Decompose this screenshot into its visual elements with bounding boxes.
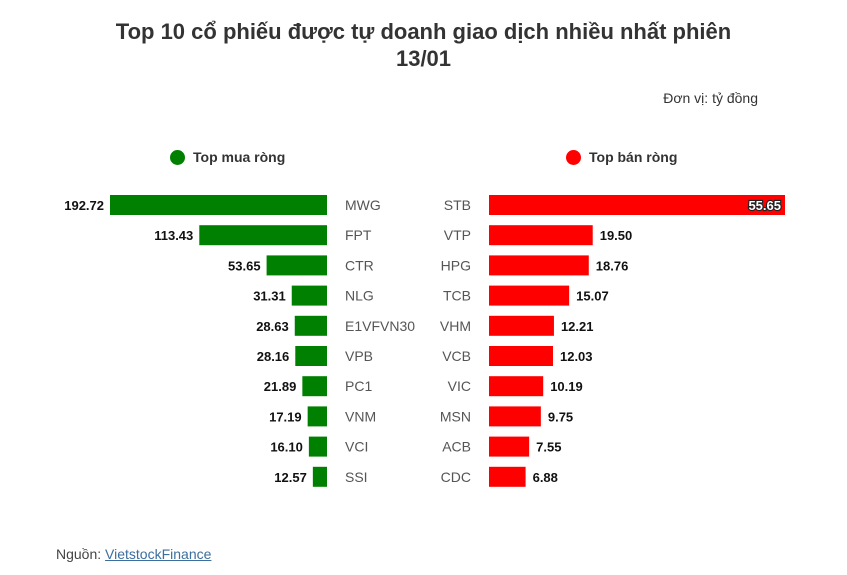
unit-label: Đơn vị: tỷ đồng [663,90,758,106]
buy-bar-MWG [110,195,327,215]
buy-ticker-label: VNM [345,408,376,424]
title-line-2: 13/01 [395,46,452,71]
sell-value-label: 6.88 [533,470,558,485]
sell-value-label: 7.55 [536,440,561,455]
sell-value-label: 9.75 [548,409,573,424]
legend-sell-label: Top bán ròng [589,149,678,165]
legend-buy: Top mua ròng [170,149,285,165]
chart-title: Top 10 cổ phiếu được tự doanh giao dịch … [0,18,847,72]
buy-value-label: 12.57 [274,470,307,485]
buy-ticker-label: CTR [345,257,374,273]
buy-ticker-label: NLG [345,288,374,304]
buy-value-label: 28.63 [256,319,289,334]
sell-ticker-label: MSN [440,408,471,424]
buy-value-label: 113.43 [154,228,193,243]
sell-bar-STB [489,195,785,215]
buy-ticker-label: SSI [345,469,368,485]
sell-value-label: 12.03 [560,349,593,364]
sell-ticker-label: CDC [441,469,471,485]
sell-bar-CDC [489,466,526,487]
buy-bar-VPB [295,346,327,366]
sell-ticker-label: VIC [448,378,471,394]
sell-bar-ACB [489,436,530,457]
buy-bar-CTR [266,255,327,276]
buy-ticker-label: PC1 [345,378,372,394]
buy-ticker-label: FPT [345,227,372,243]
buy-bar-NLG [291,285,327,306]
sell-ticker-label: ACB [442,439,471,455]
buy-value-label: 31.31 [253,289,286,304]
buy-value-label: 53.65 [228,258,261,273]
sell-ticker-label: VHM [440,318,471,334]
buy-bar-FPT [199,225,327,246]
sell-value-label: 10.19 [550,379,583,394]
buy-ticker-label: VPB [345,348,373,364]
sell-bar-VCB [489,346,553,366]
sell-bar-VHM [489,315,554,336]
buy-value-label: 21.89 [264,379,297,394]
source-line: Nguồn: VietstockFinance [56,546,211,562]
sell-ticker-label: VTP [444,227,471,243]
sell-value-label: 18.76 [596,258,629,273]
sell-bar-TCB [489,285,570,306]
sell-ticker-label: STB [444,197,471,213]
buy-value-label: 28.16 [257,349,290,364]
buy-value-label: 16.10 [270,440,303,455]
buy-ticker-label: E1VFVN30 [345,318,415,334]
sell-value-label: 12.21 [561,319,594,334]
legend-sell: Top bán ròng [566,149,677,165]
sell-bar-VIC [489,376,544,397]
sell-bar-VTP [489,225,593,246]
legend-sell-dot [566,149,581,165]
buy-bar-VNM [307,406,327,427]
sell-value-label: 19.50 [600,228,633,243]
sell-ticker-label: TCB [443,288,471,304]
sell-ticker-label: HPG [441,257,471,273]
sell-value-label: 55.65 [748,198,781,213]
source-label: Nguồn: [56,546,106,562]
buy-bar-PC1 [302,376,327,397]
buy-ticker-label: VCI [345,439,368,455]
buy-ticker-label: MWG [345,197,381,213]
title-line-1: Top 10 cổ phiếu được tự doanh giao dịch … [115,19,732,44]
buy-bar-SSI [312,466,327,487]
buy-value-label: 17.19 [269,409,302,424]
sell-bar-HPG [489,255,589,276]
sell-bar-MSN [489,406,541,427]
sell-value-label: 15.07 [576,289,609,304]
buy-bar-VCI [308,436,327,457]
legend-buy-label: Top mua ròng [193,149,286,165]
buy-bar-E1VFVN30 [294,315,327,336]
source-link[interactable]: VietstockFinance [105,546,212,562]
sell-ticker-label: VCB [442,348,471,364]
legend-buy-dot [170,149,185,165]
buy-value-label: 192.72 [64,198,104,213]
